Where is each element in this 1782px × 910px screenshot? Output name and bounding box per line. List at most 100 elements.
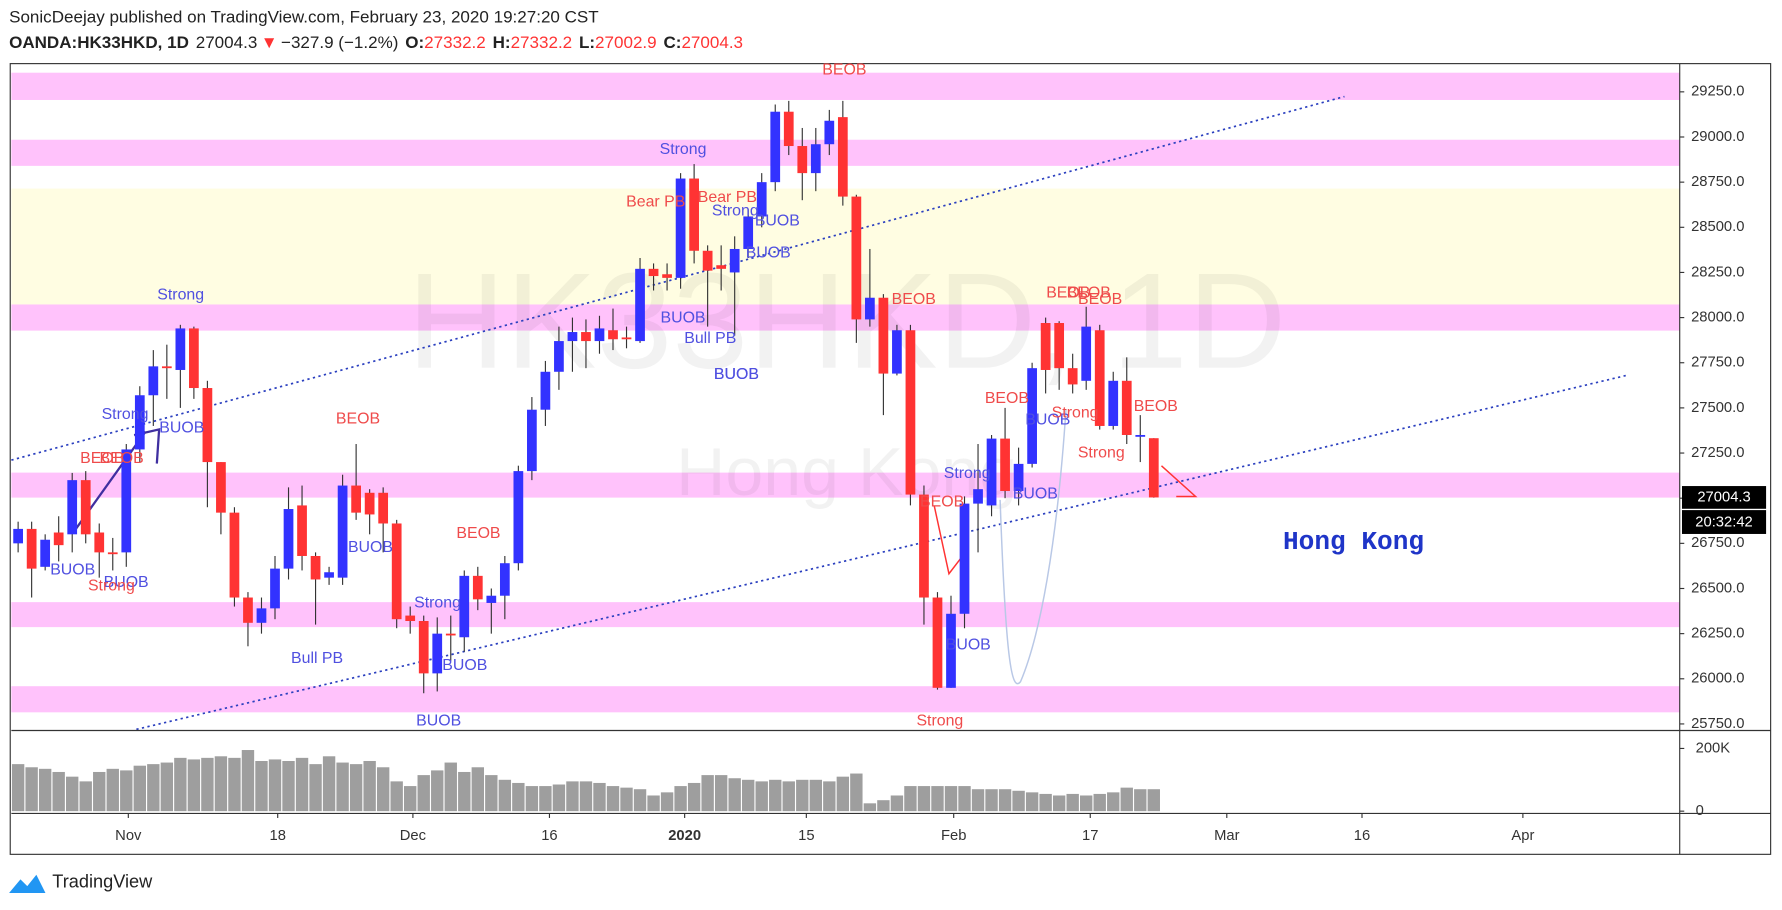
volume-bar: [417, 775, 430, 812]
annotation: BEOB: [892, 291, 936, 308]
candle-body: [946, 613, 956, 688]
candle-body: [729, 248, 740, 273]
volume-bar: [241, 750, 255, 812]
y-tick-label: 28500.0: [1691, 219, 1744, 235]
candle-body: [94, 532, 105, 553]
volume-bar: [1052, 795, 1066, 812]
volume-bar: [877, 800, 890, 812]
last-price: 27004.3: [196, 33, 258, 52]
symbol: OANDA:HK33HKD, 1D: [9, 33, 189, 52]
volume-tick-label: 200K: [1696, 740, 1731, 756]
candle-body: [851, 196, 862, 320]
candle-body: [567, 332, 578, 342]
candle-body: [499, 563, 510, 596]
candle-body: [1013, 463, 1024, 491]
volume-bar: [836, 776, 850, 812]
candle-body: [13, 528, 23, 544]
candle-body: [270, 568, 280, 609]
candle-body: [621, 337, 632, 340]
volume-bar: [660, 792, 674, 812]
volume-bar: [133, 765, 146, 812]
annotation: BUOB: [1013, 485, 1058, 502]
volume-bar: [593, 782, 606, 812]
annotation: BUOB: [755, 213, 800, 230]
candle-body: [919, 494, 929, 598]
y-tick-label: 29000.0: [1691, 129, 1744, 145]
volume-bar: [201, 757, 214, 812]
volume-bar: [120, 770, 133, 812]
candle-body: [770, 111, 781, 183]
volume-bar: [38, 768, 52, 812]
volume-bar: [944, 786, 958, 812]
annotation: Strong: [660, 141, 707, 158]
volume-bar: [998, 789, 1012, 812]
annotation: BUOB: [348, 539, 393, 556]
candle-body: [364, 492, 375, 515]
volume-bar: [633, 789, 647, 812]
candle-body: [216, 462, 226, 513]
volume-bar: [755, 781, 768, 812]
y-tick-label: 27500.0: [1691, 400, 1744, 416]
volume-bar: [714, 775, 728, 812]
candle-body: [824, 120, 835, 145]
candle-body: [797, 146, 808, 174]
volume-bar: [1080, 795, 1093, 812]
candle-body: [1081, 326, 1092, 381]
candle-body: [486, 595, 497, 603]
candle-body: [229, 512, 240, 598]
volume-bar: [606, 786, 620, 812]
x-tick-label: Feb: [941, 828, 966, 844]
candle-body: [148, 366, 159, 396]
annotation: BUOB: [159, 420, 204, 437]
candle-body: [175, 328, 186, 370]
volume-bar: [782, 781, 795, 812]
volume-bar: [458, 771, 471, 812]
volume-bar: [11, 764, 25, 812]
annotation: BUOB: [50, 562, 95, 579]
candle-body: [391, 523, 402, 620]
h-label: H:: [493, 33, 511, 52]
volume-bar: [255, 760, 268, 812]
volume-bar: [404, 786, 417, 812]
candle-body: [378, 492, 389, 524]
candle-body: [310, 555, 321, 580]
candle-body: [324, 572, 334, 578]
y-tick-label: 28250.0: [1691, 264, 1744, 280]
annotation: BEOB: [920, 493, 964, 510]
annotation: BEOB: [456, 525, 500, 542]
y-tick-label: 26000.0: [1691, 671, 1744, 687]
h-value: 27332.2: [511, 33, 573, 52]
annotation: Strong: [944, 465, 991, 482]
y-tick-label: 27750.0: [1691, 355, 1744, 371]
candle-body: [1054, 323, 1065, 369]
annotation: BUOB: [416, 713, 461, 730]
annotation: Bull PB: [684, 330, 736, 347]
logo-icon: [9, 874, 46, 893]
volume-bar: [322, 756, 336, 812]
volume-bar: [444, 762, 457, 812]
candle-body: [418, 621, 429, 674]
candle-body: [608, 330, 618, 340]
annotation: BEOB: [336, 410, 380, 427]
candle-body: [837, 117, 848, 197]
volume-bar: [796, 779, 809, 812]
volume-bar: [174, 757, 187, 812]
logo: [9, 874, 46, 893]
volume-bar: [363, 760, 376, 812]
candle-body: [1067, 368, 1078, 385]
candle-body: [53, 532, 64, 546]
candle-body: [107, 552, 118, 555]
yellow-zone: [11, 188, 1680, 305]
volume-bar: [268, 759, 282, 812]
annotation: Bear PB: [698, 189, 757, 206]
volume-bar: [25, 767, 38, 812]
volume-bar: [349, 764, 363, 812]
volume-bar: [1012, 790, 1025, 812]
volume-bar: [525, 786, 539, 812]
candle-body: [973, 489, 983, 504]
candle-body: [134, 395, 145, 450]
annotation: BUOB: [104, 574, 149, 591]
y-tick-label: 25750.0: [1691, 716, 1744, 732]
c-value: 27004.3: [681, 33, 743, 52]
